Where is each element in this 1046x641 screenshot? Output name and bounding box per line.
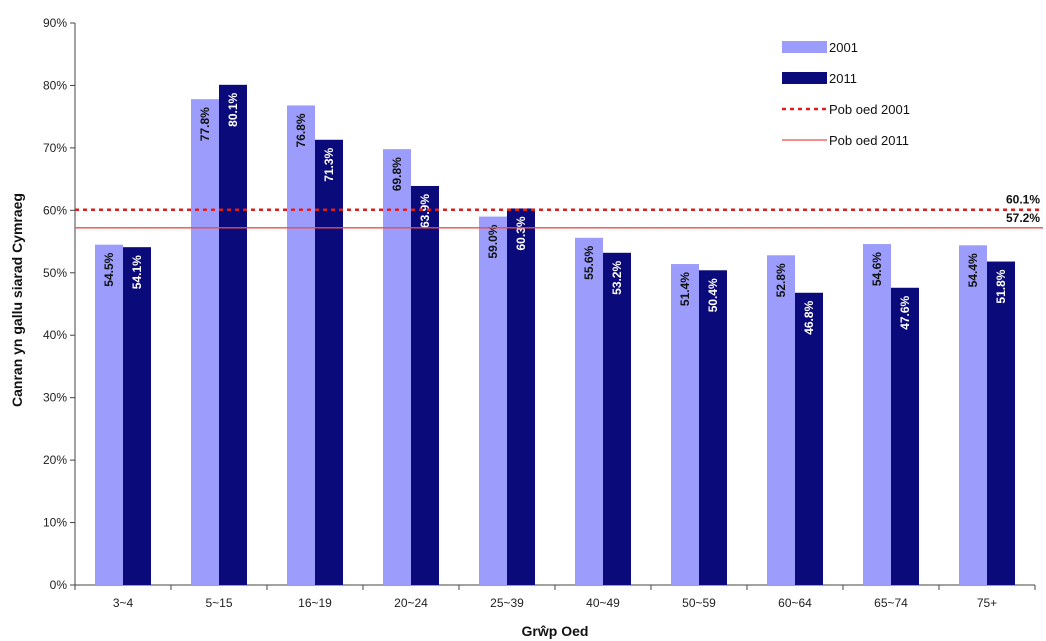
legend-label: 2011 [829, 71, 857, 86]
bar-2011-65~74 [891, 287, 919, 585]
bar-value-label: 54.4% [966, 253, 980, 287]
y-tick-label: 70% [43, 141, 67, 155]
bar-value-label: 80.1% [226, 92, 240, 126]
legend-label: 2001 [829, 40, 858, 55]
bar-2001-5~15 [191, 99, 219, 585]
x-tick-label: 25~39 [490, 596, 524, 610]
bar-value-label: 46.8% [802, 300, 816, 334]
legend-label: Pob oed 2001 [829, 102, 910, 117]
y-tick-label: 60% [43, 203, 67, 217]
x-tick-label: 40~49 [586, 596, 620, 610]
bar-2011-5~15 [219, 84, 247, 585]
bar-value-label: 59.0% [486, 224, 500, 258]
bar-2001-16~19 [287, 105, 315, 585]
bar-value-label: 52.8% [774, 263, 788, 297]
x-tick-label: 65~74 [874, 596, 908, 610]
bar-2001-20~24 [383, 149, 411, 586]
bar-value-label: 77.8% [198, 107, 212, 141]
bar-2001-25~39 [479, 216, 507, 586]
y-tick-label: 40% [43, 328, 67, 342]
x-tick-label: 75+ [977, 596, 997, 610]
y-axis-title: Canran yn gallu siarad Cymraeg [9, 193, 25, 407]
bar-value-label: 54.1% [130, 255, 144, 289]
y-tick-label: 30% [43, 391, 67, 405]
x-tick-label: 50~59 [682, 596, 716, 610]
legend-label: Pob oed 2011 [829, 133, 909, 148]
legend-swatch-2011 [782, 72, 827, 84]
bar-2001-75+ [959, 245, 987, 585]
bar-2011-40~49 [603, 252, 631, 585]
bar-value-label: 63.9% [418, 194, 432, 228]
ref-line-label: 57.2% [1006, 211, 1040, 225]
x-tick-label: 20~24 [394, 596, 428, 610]
bar-2001-50~59 [671, 264, 699, 585]
y-tick-label: 10% [43, 516, 67, 530]
bar-2011-60~64 [795, 292, 823, 585]
bar-2011-3~4 [123, 247, 151, 586]
bar-2011-50~59 [699, 270, 727, 585]
bar-2001-60~64 [767, 255, 795, 585]
bar-value-label: 50.4% [706, 278, 720, 312]
x-tick-label: 5~15 [205, 596, 232, 610]
bar-2011-75+ [987, 261, 1015, 585]
y-tick-label: 50% [43, 266, 67, 280]
x-tick-label: 16~19 [298, 596, 332, 610]
y-tick-label: 20% [43, 453, 67, 467]
bar-2011-25~39 [507, 208, 535, 585]
x-tick-label: 3~4 [113, 596, 134, 610]
bar-value-label: 54.6% [870, 252, 884, 286]
y-tick-label: 0% [50, 578, 68, 592]
bar-value-label: 51.4% [678, 272, 692, 306]
x-axis-title: Grŵp Oed [522, 623, 589, 639]
bar-value-label: 54.5% [102, 252, 116, 286]
y-tick-label: 90% [43, 16, 67, 30]
x-tick-label: 60~64 [778, 596, 812, 610]
legend-swatch-2001 [782, 41, 827, 53]
bar-2011-16~19 [315, 139, 343, 585]
bars: 54.5% 54.1% 77.8% 80.1% 76.8% 71.3% 69.8% 63.9%… [95, 84, 1015, 586]
bar-2011-20~24 [411, 185, 439, 586]
bar-2001-65~74 [863, 244, 891, 585]
axes: 0% 10% 20% 30% 40% 50% 60% 70% 80% 90% 3~4 5~15 16~1… [43, 16, 1036, 610]
bar-value-label: 71.3% [322, 147, 336, 181]
bar-value-label: 47.6% [898, 295, 912, 329]
bar-value-label: 60.3% [514, 216, 528, 250]
bar-value-label: 55.6% [582, 245, 596, 279]
bar-value-label: 51.8% [994, 269, 1008, 303]
bar-value-label: 76.8% [294, 113, 308, 147]
bar-2001-3~4 [95, 244, 123, 585]
bar-value-label: 53.2% [610, 260, 624, 294]
legend: 2001 2011 Pob oed 2001 Pob oed 2011 [782, 40, 910, 148]
bar-2001-40~49 [575, 237, 603, 585]
y-tick-label: 80% [43, 78, 67, 92]
reference-lines: 60.1% 57.2% [75, 193, 1043, 229]
bar-value-label: 69.8% [390, 157, 404, 191]
ref-line-label: 60.1% [1006, 193, 1040, 207]
